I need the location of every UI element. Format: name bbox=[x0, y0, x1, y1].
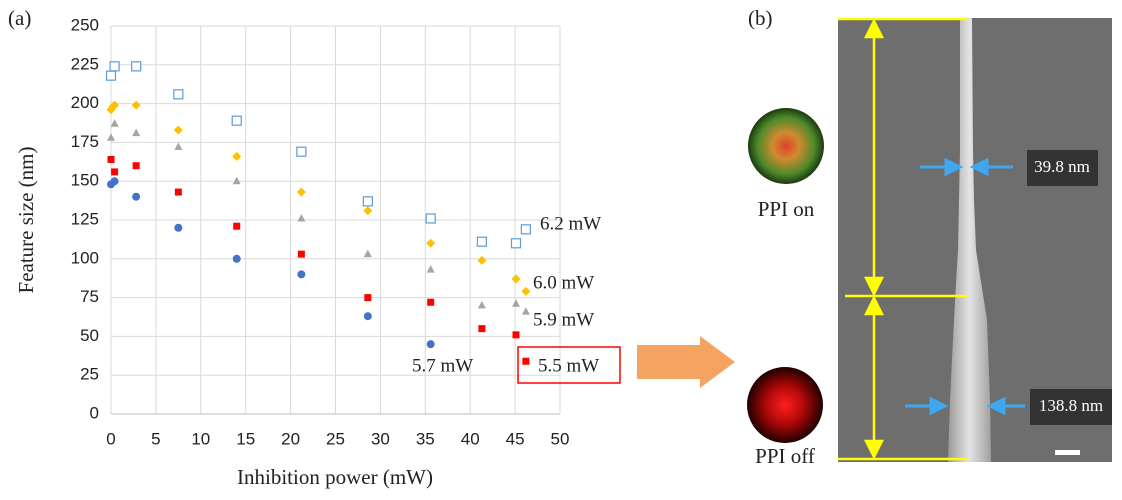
x-tick-label: 5 bbox=[151, 429, 160, 448]
point bbox=[107, 155, 115, 163]
point bbox=[511, 299, 520, 307]
x-tick-label: 15 bbox=[236, 429, 255, 448]
point bbox=[173, 89, 184, 100]
chart-a: (a) Inhibition power (mW) Feature size (… bbox=[8, 6, 621, 489]
arrow bbox=[637, 336, 735, 388]
scale-bar bbox=[1055, 450, 1080, 455]
series-label: 6.0 mW bbox=[533, 272, 594, 293]
point bbox=[110, 177, 119, 186]
point bbox=[232, 151, 242, 161]
point bbox=[510, 238, 522, 249]
point bbox=[131, 100, 141, 110]
point bbox=[109, 61, 120, 72]
point bbox=[477, 255, 487, 265]
point bbox=[174, 223, 183, 232]
point bbox=[426, 340, 435, 349]
point bbox=[522, 357, 530, 365]
point bbox=[110, 100, 120, 110]
width-label: 39.8 nm bbox=[1034, 157, 1090, 176]
psf-on bbox=[748, 108, 824, 184]
point bbox=[363, 312, 372, 321]
y-tick-label: 250 bbox=[71, 15, 99, 34]
point bbox=[511, 274, 521, 284]
panel-label: (a) bbox=[8, 6, 31, 30]
point bbox=[132, 192, 141, 201]
point bbox=[296, 146, 307, 157]
series-label: 5.9 mW bbox=[533, 309, 594, 330]
point bbox=[132, 162, 140, 170]
point bbox=[232, 254, 241, 263]
point bbox=[107, 133, 115, 141]
width-arrows bbox=[905, 157, 1025, 416]
series-label: 5.7 mW bbox=[412, 355, 473, 376]
label-box bbox=[1030, 389, 1112, 425]
y-axis-label: Feature size (nm) bbox=[14, 147, 38, 294]
y-tick-label: 175 bbox=[71, 132, 99, 151]
point bbox=[478, 325, 486, 333]
point bbox=[131, 61, 142, 72]
y-tick-label: 225 bbox=[71, 54, 99, 73]
point bbox=[111, 168, 119, 176]
x-tick-label: 50 bbox=[551, 429, 570, 448]
point bbox=[105, 70, 117, 81]
nanowire bbox=[948, 18, 991, 462]
x-tick-label: 25 bbox=[326, 429, 345, 448]
label-box bbox=[1027, 150, 1098, 186]
point bbox=[477, 300, 486, 309]
x-tick-label: 35 bbox=[416, 429, 435, 448]
x-tick-label: 45 bbox=[506, 429, 525, 448]
yellow-markers bbox=[838, 17, 968, 461]
point bbox=[174, 188, 182, 196]
x-tick-label: 10 bbox=[191, 429, 210, 448]
y-tick-label: 75 bbox=[80, 287, 99, 306]
point bbox=[297, 250, 305, 258]
x-axis-label: Inhibition power (mW) bbox=[237, 465, 433, 489]
point bbox=[232, 176, 241, 185]
point bbox=[520, 224, 531, 235]
point bbox=[427, 298, 435, 306]
x-tick-label: 20 bbox=[281, 429, 300, 448]
point bbox=[426, 265, 435, 273]
point bbox=[362, 196, 373, 207]
series-label: 5.5 mW bbox=[538, 355, 599, 376]
point bbox=[110, 119, 119, 127]
point bbox=[231, 115, 242, 126]
point bbox=[364, 294, 372, 302]
y-tick-label: 200 bbox=[71, 93, 99, 112]
x-tick-label: 30 bbox=[371, 429, 390, 448]
x-tick-label: 40 bbox=[461, 429, 480, 448]
point bbox=[173, 125, 183, 135]
y-tick-label: 100 bbox=[71, 248, 99, 267]
point bbox=[297, 213, 306, 222]
point bbox=[174, 142, 183, 151]
point bbox=[363, 206, 373, 216]
y-tick-label: 125 bbox=[71, 209, 99, 228]
y-tick-label: 25 bbox=[80, 365, 99, 384]
y-tick-label: 150 bbox=[71, 171, 99, 190]
series-label: 6.2 mW bbox=[540, 213, 601, 234]
ppi-off-label: PPI off bbox=[755, 444, 815, 468]
panel-label: (b) bbox=[748, 6, 773, 30]
point bbox=[476, 236, 487, 247]
point bbox=[296, 187, 306, 197]
highlight-box bbox=[517, 346, 621, 384]
point bbox=[233, 222, 241, 230]
y-tick-label: 0 bbox=[90, 403, 99, 422]
x-tick-label: 0 bbox=[106, 429, 115, 448]
point bbox=[521, 307, 530, 315]
point bbox=[425, 213, 436, 224]
ppi-on-label: PPI on bbox=[758, 197, 815, 221]
point bbox=[132, 128, 141, 137]
point bbox=[512, 331, 520, 339]
point bbox=[521, 286, 531, 296]
width-label: 138.8 nm bbox=[1039, 396, 1103, 415]
point bbox=[426, 238, 436, 248]
panel-b: (b) 39.8 nm 138.8 nm PPI on PPI off bbox=[747, 6, 1112, 468]
point bbox=[363, 249, 372, 258]
y-tick-label: 50 bbox=[80, 326, 99, 345]
point bbox=[297, 270, 306, 279]
psf-off bbox=[747, 367, 823, 443]
